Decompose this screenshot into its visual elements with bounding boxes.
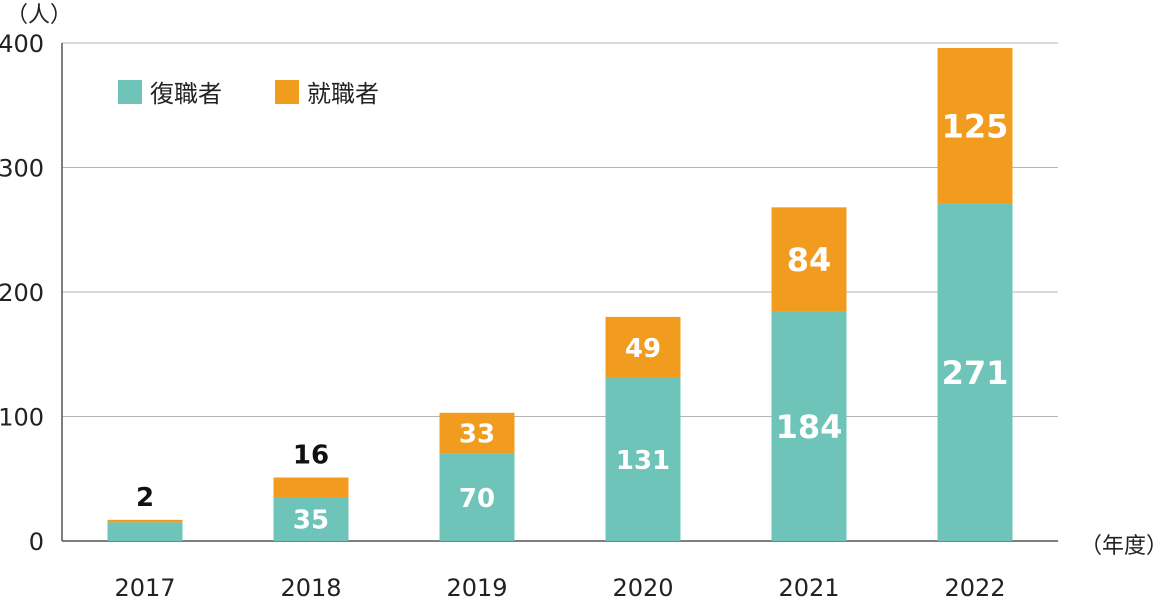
bar-2021-shushokusha [771,207,847,312]
bar-value-label: 16 [293,441,329,471]
y-tick-label: 200 [0,279,44,307]
bar-2019-fukushokusha [439,453,515,541]
x-tick-label: 2022 [944,574,1005,602]
x-axis-unit-label: （年度） [1080,534,1165,559]
y-tick-label: 400 [0,30,44,58]
bar-2019-shushokusha [439,412,515,454]
bars [107,47,1013,542]
bar-value-label: 131 [616,446,670,476]
bar-value-label: 271 [942,354,1009,392]
x-tick-label: 2018 [280,574,341,602]
bar-2021-fukushokusha [771,311,847,541]
x-tick-label: 2019 [446,574,507,602]
y-tick-label: 300 [0,155,44,183]
bar-2020-fukushokusha [605,377,681,541]
bar-2018-fukushokusha [273,497,349,541]
legend-swatch-shushokusha [275,80,299,104]
legend-label-fukushokusha: 復職者 [150,80,222,108]
x-tick-label: 2021 [778,574,839,602]
bar-labels: 2 35 16 70 33 131 49 184 84 271 125 [136,107,1008,535]
bar-2017-fukushokusha [107,522,183,541]
bar-2017-shushokusha [107,519,183,523]
bar-2018-shushokusha [273,477,349,498]
bar-value-label: 35 [293,506,329,536]
bar-value-label: 33 [459,420,495,450]
bar-value-label: 125 [942,107,1009,145]
x-tick-label: 2017 [114,574,175,602]
y-axis-unit-label: （人） [6,3,72,28]
x-tick-label: 2020 [612,574,673,602]
y-tick-label: 0 [29,528,44,556]
legend-swatch-fukushokusha [118,80,142,104]
bar-2022-shushokusha [937,47,1013,204]
axes: 0 100 200 300 400 2017 2018 2019 2020 2021 2022 [0,30,1006,602]
bar-value-label: 184 [776,408,843,446]
bar-value-label: 84 [787,241,832,279]
legend: 復職者 就職者 [118,80,379,108]
bar-value-label: 70 [459,484,495,514]
y-tick-label: 100 [0,404,44,432]
legend-label-shushokusha: 就職者 [307,80,379,108]
bar-value-label: 2 [136,483,154,513]
bar-2022-fukushokusha [937,203,1013,542]
bar-2020-shushokusha [605,316,681,378]
grid-lines [62,42,1058,542]
bar-value-label: 49 [625,334,661,364]
